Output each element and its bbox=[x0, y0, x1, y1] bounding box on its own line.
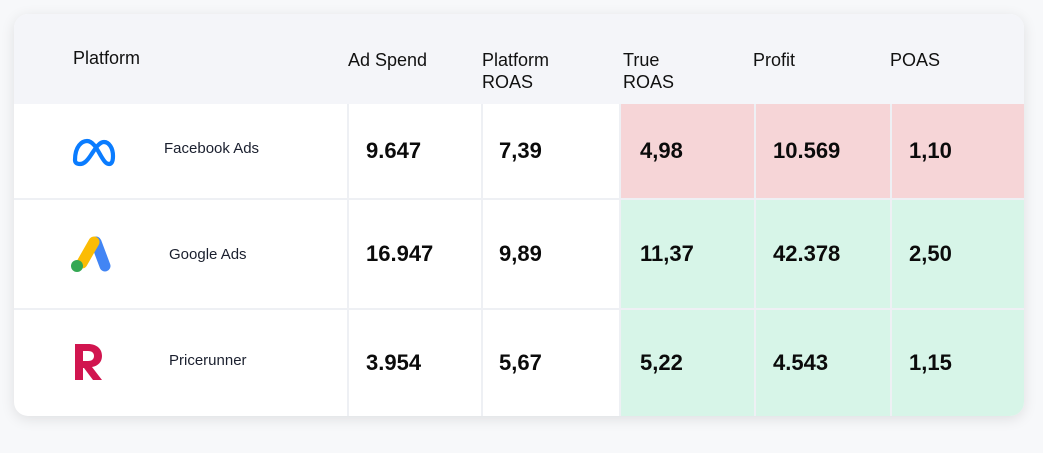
table-row: Google Ads 16.947 9,89 11,37 42.378 2,50 bbox=[14, 200, 1024, 308]
header-platform-roas-line2: ROAS bbox=[482, 72, 534, 92]
platform-roas-cell: 5,67 bbox=[499, 310, 619, 416]
ad-spend-cell: 9.647 bbox=[366, 104, 496, 198]
header-poas: POAS bbox=[890, 50, 941, 70]
platform-name: Facebook Ads bbox=[164, 140, 260, 157]
poas-value: 2,50 bbox=[909, 241, 952, 266]
true-roas-value: 5,22 bbox=[640, 350, 683, 375]
platform-roas-value: 7,39 bbox=[499, 138, 542, 163]
poas-cell: 1,10 bbox=[892, 104, 1024, 198]
column-divider bbox=[890, 104, 892, 416]
header-true-roas-line1: True bbox=[623, 50, 660, 70]
platform-roas-cell: 9,89 bbox=[499, 200, 619, 308]
profit-cell: 4.543 bbox=[756, 310, 890, 416]
profit-value: 4.543 bbox=[773, 350, 829, 375]
header-true-roas-line2: ROAS bbox=[623, 72, 675, 92]
table-header: Platform Ad Spend Platform ROAS True ROA… bbox=[14, 14, 1024, 104]
ad-spend-cell: 16.947 bbox=[366, 200, 496, 308]
poas-value: 1,10 bbox=[909, 138, 952, 163]
column-divider bbox=[619, 104, 621, 416]
row-divider bbox=[14, 198, 1024, 200]
platform-name: Google Ads bbox=[169, 246, 247, 263]
poas-cell: 2,50 bbox=[892, 200, 1024, 308]
column-divider bbox=[347, 104, 349, 416]
platform-cell: Google Ads bbox=[14, 200, 347, 308]
profit-value: 10.569 bbox=[773, 138, 841, 163]
table-row: Pricerunner 3.954 5,67 5,22 4.543 1,15 bbox=[14, 310, 1024, 416]
row-divider bbox=[14, 308, 1024, 310]
platform-table-card: Platform Ad Spend Platform ROAS True ROA… bbox=[14, 14, 1024, 416]
google-ads-logo-icon bbox=[71, 236, 111, 272]
header-platform-roas: Platform ROAS bbox=[482, 49, 549, 93]
ad-spend-value: 3.954 bbox=[366, 350, 422, 375]
profit-cell: 10.569 bbox=[756, 104, 890, 198]
true-roas-cell: 11,37 bbox=[621, 200, 754, 308]
platform-roas-value: 9,89 bbox=[499, 241, 542, 266]
meta-logo-icon bbox=[72, 138, 116, 167]
platform-cell: Facebook Ads bbox=[14, 104, 347, 198]
true-roas-cell: 4,98 bbox=[621, 104, 754, 198]
header-ad-spend: Ad Spend bbox=[348, 50, 428, 70]
table-row: Facebook Ads 9.647 7,39 4,98 10.569 1,10 bbox=[14, 104, 1024, 198]
ad-spend-cell: 3.954 bbox=[366, 310, 496, 416]
poas-cell: 1,15 bbox=[892, 310, 1024, 416]
profit-cell: 42.378 bbox=[756, 200, 890, 308]
platform-roas-cell: 7,39 bbox=[499, 104, 619, 198]
true-roas-value: 11,37 bbox=[640, 241, 694, 266]
platform-roas-value: 5,67 bbox=[499, 350, 542, 375]
header-platform: Platform bbox=[73, 48, 141, 68]
header-platform-roas-line1: Platform bbox=[482, 50, 550, 70]
true-roas-cell: 5,22 bbox=[621, 310, 754, 416]
true-roas-value: 4,98 bbox=[640, 138, 683, 163]
header-profit: Profit bbox=[753, 50, 796, 70]
ad-spend-value: 9.647 bbox=[366, 138, 422, 163]
column-divider bbox=[481, 104, 483, 416]
ad-spend-value: 16.947 bbox=[366, 241, 434, 266]
profit-value: 42.378 bbox=[773, 241, 841, 266]
column-divider bbox=[754, 104, 756, 416]
platform-cell: Pricerunner bbox=[14, 310, 347, 416]
header-true-roas: True ROAS bbox=[623, 49, 674, 93]
pricerunner-logo-icon bbox=[75, 344, 102, 380]
poas-value: 1,15 bbox=[909, 350, 952, 375]
platform-name: Pricerunner bbox=[169, 352, 247, 369]
